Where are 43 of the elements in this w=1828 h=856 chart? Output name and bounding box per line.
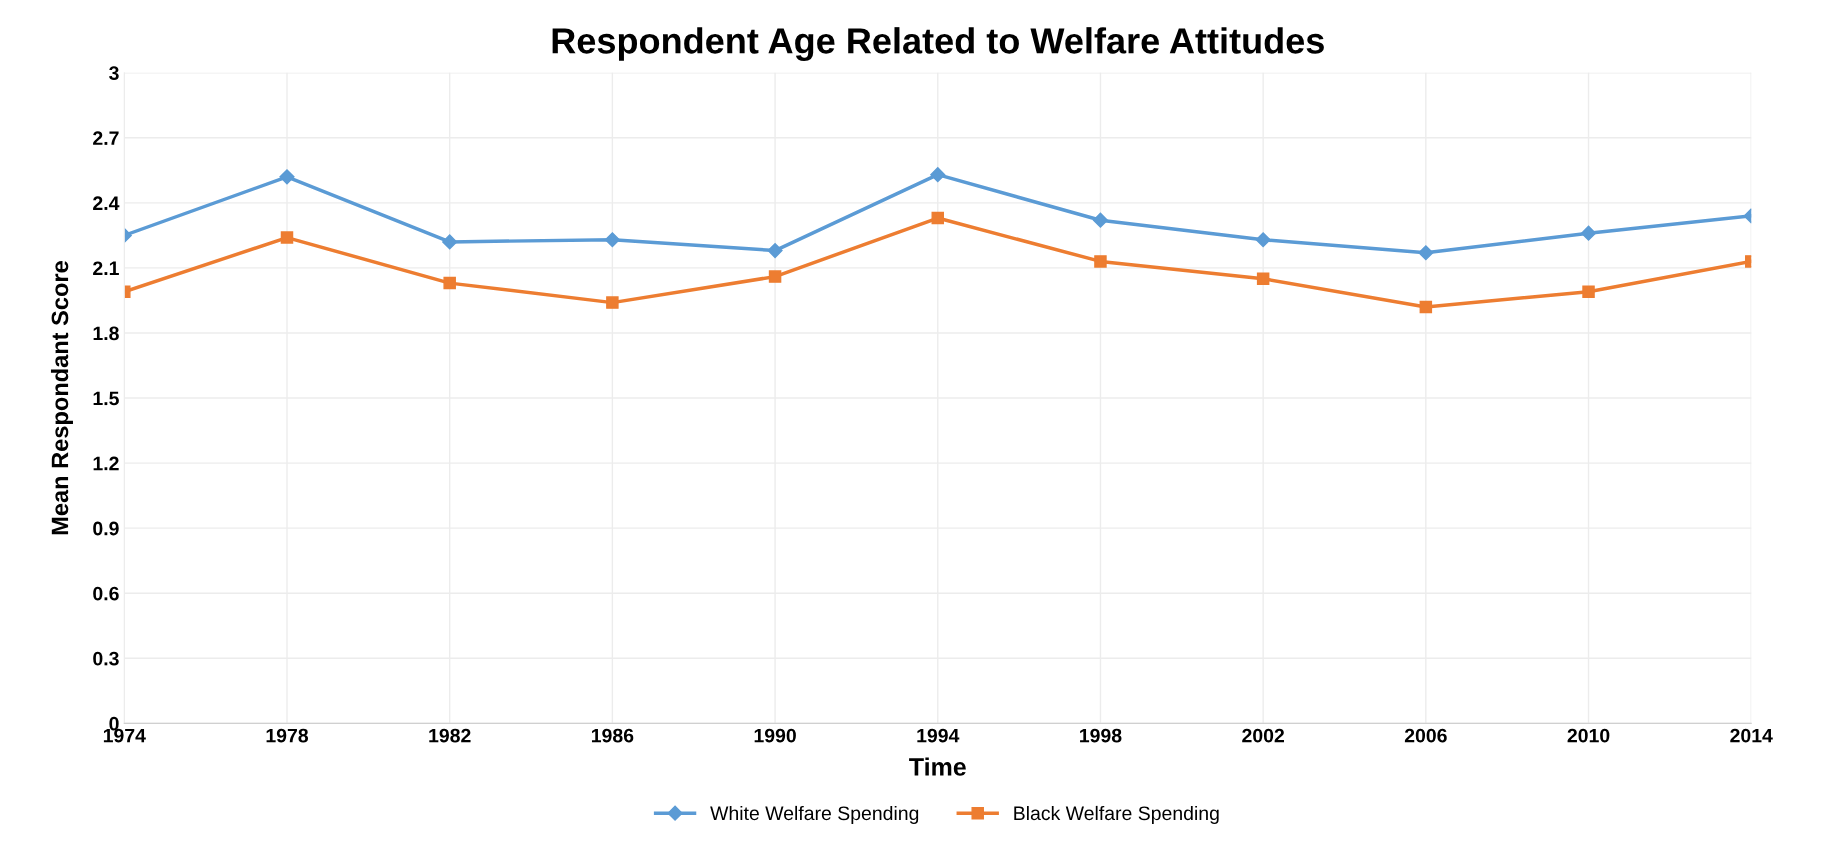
point	[1580, 225, 1597, 241]
x-tick-label: 1994	[917, 728, 960, 743]
y-axis-title: Mean Respondant Score	[50, 261, 73, 535]
x-tick-label: 2002	[1242, 728, 1284, 743]
y-tick-label: 3	[109, 66, 119, 81]
point	[1418, 245, 1434, 261]
x-tick-label: 1978	[266, 728, 309, 743]
point	[1419, 300, 1433, 314]
x-tick-label: 2010	[1567, 728, 1610, 743]
point	[604, 232, 620, 248]
point	[930, 167, 946, 183]
y-tick-label: 2.7	[93, 131, 119, 145]
y-tick-label: 2.1	[93, 261, 119, 275]
point	[1094, 255, 1107, 268]
x-tick-label: 1990	[754, 728, 796, 743]
y-tick-label: 2.4	[93, 196, 120, 210]
chart-title: Respondent Age Related to Welfare Attitudes	[552, 27, 1324, 61]
y-tick-label: 1.2	[93, 456, 119, 471]
point	[442, 234, 458, 250]
point	[606, 296, 619, 309]
legend-label: Black Welfare Spending	[1014, 805, 1219, 824]
point	[768, 270, 782, 283]
point	[1582, 285, 1595, 299]
point	[931, 211, 945, 225]
x-tick-label: 2014	[1730, 728, 1773, 743]
x-tick-label: 2006	[1404, 728, 1447, 743]
x-tick-label: 1982	[429, 728, 471, 743]
y-tick-label: 1.5	[93, 391, 119, 406]
legend-label: White Welfare Spending	[710, 805, 919, 824]
y-tick-label: 0.6	[93, 586, 119, 601]
x-tick-label: 1986	[591, 728, 634, 743]
y-tick-label: 0.9	[93, 521, 119, 536]
point	[1092, 212, 1109, 228]
y-tick-label: 0.3	[93, 651, 119, 666]
x-axis-title: Time	[909, 757, 966, 776]
point	[279, 169, 295, 185]
point	[1255, 232, 1271, 248]
point	[280, 231, 294, 244]
y-tick-label: 1.8	[93, 326, 119, 341]
point	[443, 276, 456, 290]
point	[767, 243, 783, 259]
point	[1256, 272, 1270, 286]
x-tick-label: 1998	[1080, 728, 1122, 743]
